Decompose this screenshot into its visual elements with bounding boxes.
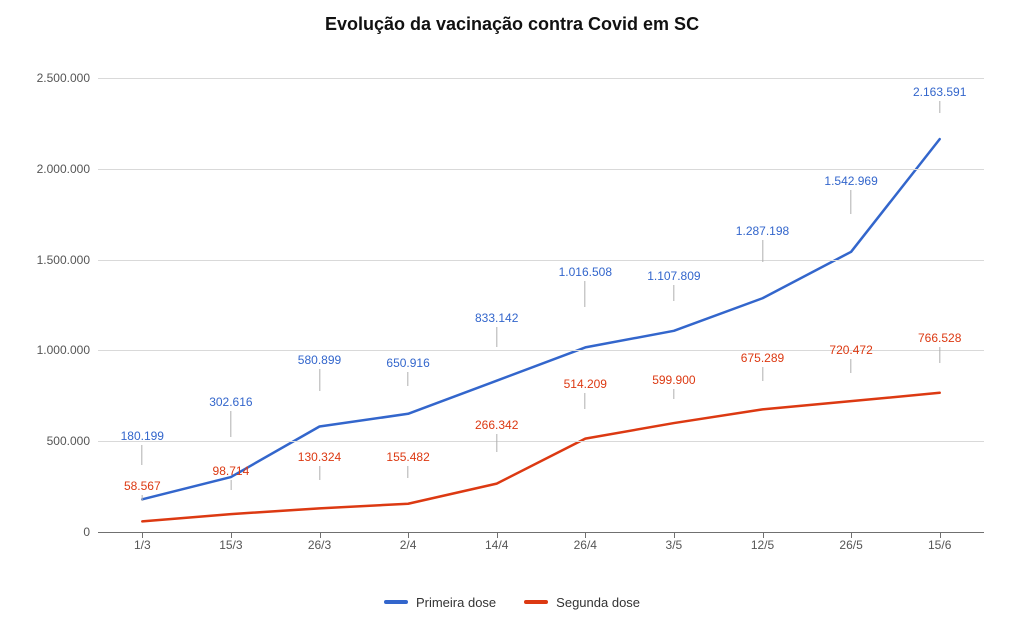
- data-label: 180.199: [121, 429, 164, 465]
- x-tick-label: 15/6: [928, 532, 951, 552]
- chart-title: Evolução da vacinação contra Covid em SC: [0, 14, 1024, 35]
- legend-item: Primeira dose: [384, 595, 496, 610]
- gridline: [98, 78, 984, 79]
- legend-swatch: [384, 600, 408, 604]
- data-label: 599.900: [652, 373, 695, 399]
- legend-swatch: [524, 600, 548, 604]
- legend: Primeira dose Segunda dose: [0, 592, 1024, 610]
- series-line: [142, 393, 939, 522]
- x-tick-label: 2/4: [400, 532, 417, 552]
- data-label: 58.567: [124, 479, 161, 501]
- y-tick-label: 500.000: [47, 434, 98, 448]
- data-label: 302.616: [209, 395, 252, 437]
- legend-label: Primeira dose: [416, 595, 496, 610]
- data-label: 1.542.969: [824, 174, 877, 214]
- series-line: [142, 139, 939, 499]
- plot-area: 0500.0001.000.0001.500.0002.000.0002.500…: [98, 78, 984, 532]
- legend-item: Segunda dose: [524, 595, 640, 610]
- x-tick-label: 26/3: [308, 532, 331, 552]
- y-tick-label: 2.500.000: [37, 71, 98, 85]
- y-tick-label: 2.000.000: [37, 162, 98, 176]
- x-tick-label: 3/5: [666, 532, 683, 552]
- x-tick-label: 26/5: [839, 532, 862, 552]
- data-label: 130.324: [298, 450, 341, 480]
- gridline: [98, 169, 984, 170]
- data-label: 155.482: [386, 450, 429, 478]
- data-label: 2.163.591: [913, 85, 966, 113]
- x-tick-label: 12/5: [751, 532, 774, 552]
- gridline: [98, 441, 984, 442]
- x-tick-label: 15/3: [219, 532, 242, 552]
- y-tick-label: 1.500.000: [37, 253, 98, 267]
- data-label: 1.107.809: [647, 269, 700, 301]
- x-tick-label: 26/4: [574, 532, 597, 552]
- data-label: 650.916: [386, 356, 429, 386]
- data-label: 580.899: [298, 353, 341, 391]
- x-tick-label: 14/4: [485, 532, 508, 552]
- data-label: 675.289: [741, 351, 784, 381]
- data-label: 1.016.508: [559, 265, 612, 307]
- data-label: 98.714: [213, 464, 250, 490]
- data-label: 1.287.198: [736, 224, 789, 262]
- data-label: 720.472: [829, 343, 872, 373]
- data-label: 266.342: [475, 418, 518, 452]
- gridline: [98, 260, 984, 261]
- y-tick-label: 0: [83, 525, 98, 539]
- data-label: 514.209: [564, 377, 607, 409]
- data-label: 766.528: [918, 331, 961, 363]
- x-tick-label: 1/3: [134, 532, 151, 552]
- legend-label: Segunda dose: [556, 595, 640, 610]
- y-tick-label: 1.000.000: [37, 343, 98, 357]
- data-label: 833.142: [475, 311, 518, 347]
- vaccination-chart: Evolução da vacinação contra Covid em SC…: [0, 0, 1024, 627]
